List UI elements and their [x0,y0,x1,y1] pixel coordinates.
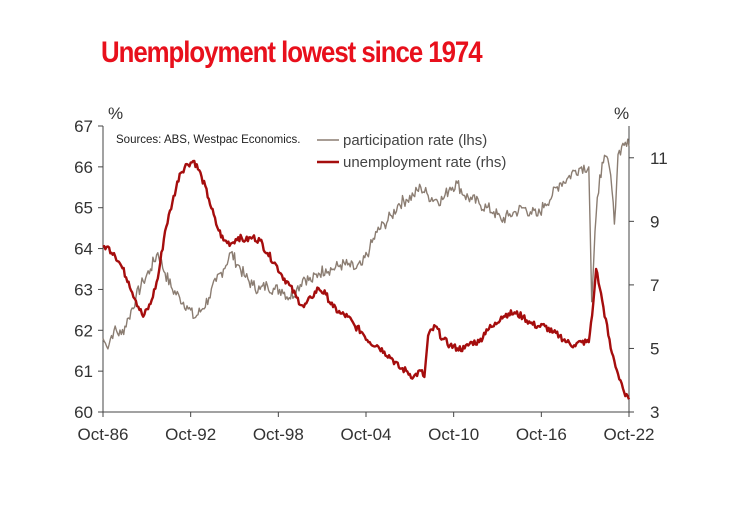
x-tick-label: Oct-98 [253,425,304,444]
right-axis-unit: % [614,104,629,123]
left-tick-label: 65 [74,199,93,218]
legend-label-unemployment: unemployment rate (rhs) [343,154,506,171]
left-tick-label: 60 [74,403,93,422]
legend-label-participation: participation rate (lhs) [343,132,487,149]
left-tick-label: 63 [74,280,93,299]
right-tick-label: 3 [650,403,659,422]
left-tick-label: 66 [74,158,93,177]
x-tick-label: Oct-04 [340,425,391,444]
right-tick-label: 11 [650,149,668,168]
axis-ticks: 60 61 62 63 64 65 66 67 3 5 7 9 11 Oct-86 Oct-92 Oct-98… [74,117,668,444]
legend: participation rate (lhs) unemployment rat… [317,132,506,171]
right-tick-label: 9 [650,212,659,231]
series-lines [102,138,631,400]
unemployment-rate-line [102,159,631,400]
x-tick-label: Oct-16 [516,425,567,444]
x-tick-label: Oct-22 [603,425,654,444]
right-tick-label: 5 [650,339,659,358]
left-axis-unit: % [108,104,123,123]
x-tick-label: Oct-10 [428,425,479,444]
x-tick-label: Oct-86 [77,425,128,444]
chart-title: Unemployment lowest since 1974 [101,36,483,69]
left-tick-label: 62 [74,321,93,340]
left-tick-label: 67 [74,117,93,136]
participation-rate-line [102,138,630,350]
x-tick-label: Oct-92 [165,425,216,444]
right-tick-label: 7 [650,276,659,295]
source-note: Sources: ABS, Westpac Economics. [116,134,301,146]
left-tick-label: 61 [74,362,93,381]
left-tick-label: 64 [74,240,93,259]
